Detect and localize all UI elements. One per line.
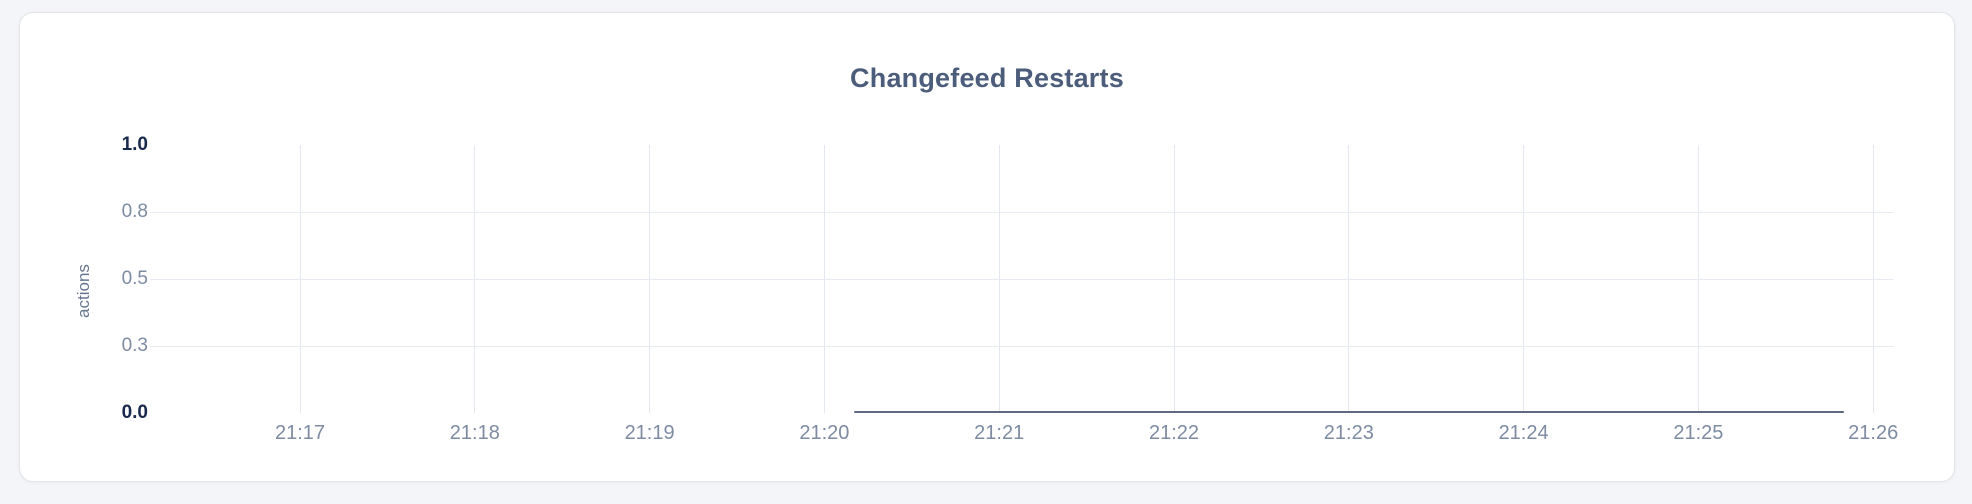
x-axis-tick-label: 21:19 <box>624 422 675 444</box>
chart-card: Changefeed Restarts actions <box>19 12 1955 482</box>
horizontal-gridline <box>150 211 1894 213</box>
y-axis-tick-label: 1.0 <box>121 134 148 155</box>
y-axis-tick-label: 0.8 <box>121 201 148 222</box>
x-axis-tick-label: 21:18 <box>449 422 500 444</box>
x-axis-tick-label: 21:22 <box>1148 422 1200 444</box>
data-series-line <box>853 410 1845 413</box>
y-axis-tick-label: 0.0 <box>121 402 148 423</box>
chart-title: Changefeed Restarts <box>850 63 1124 93</box>
x-axis-tick-label: 21:21 <box>974 422 1025 444</box>
y-axis-tick-label: 0.3 <box>121 335 148 356</box>
horizontal-gridline <box>150 278 1894 280</box>
x-axis-tick-label: 21:23 <box>1323 422 1374 444</box>
x-axis-tick-label: 21:20 <box>799 422 850 444</box>
x-axis-tick-label: 21:17 <box>274 422 326 444</box>
horizontal-gridline <box>150 345 1894 347</box>
x-axis-tick-label: 21:24 <box>1498 422 1549 444</box>
x-axis-tick-label: 21:25 <box>1673 422 1724 444</box>
y-axis-tick-label: 0.5 <box>121 268 148 289</box>
x-axis-tick-label: 21:26 <box>1848 422 1899 444</box>
